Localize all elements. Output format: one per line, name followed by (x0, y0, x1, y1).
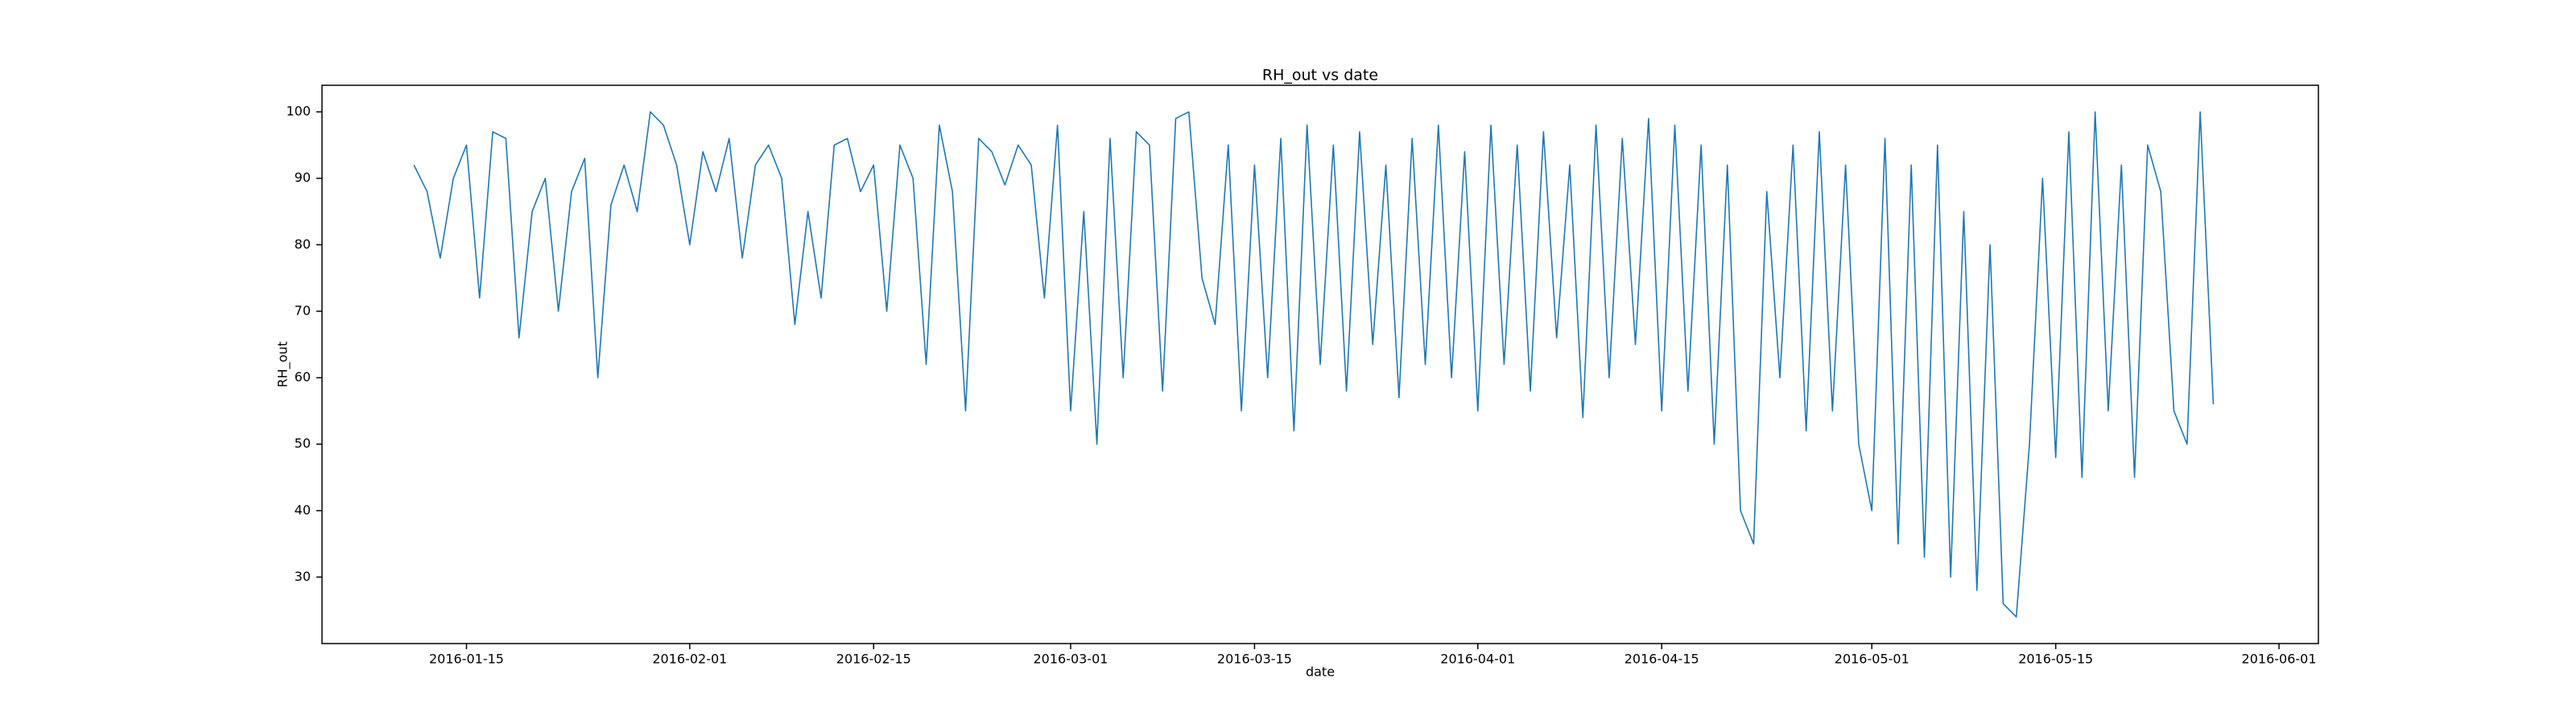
x-tick-label: 2016-04-15 (1624, 652, 1699, 667)
x-tick-label: 2016-06-01 (2242, 652, 2317, 667)
y-tick-label: 40 (295, 502, 311, 517)
x-axis-label: date (1306, 664, 1335, 680)
y-tick-label: 60 (295, 369, 311, 385)
x-tick-label: 2016-04-01 (1440, 652, 1515, 667)
y-tick-label: 70 (295, 302, 311, 318)
x-tick-label: 2016-03-15 (1217, 652, 1292, 667)
x-tick-label: 2016-03-01 (1034, 652, 1108, 667)
x-tick-label: 2016-01-15 (429, 652, 504, 667)
y-axis-label: RH_out (275, 341, 291, 387)
y-tick-label: 50 (295, 436, 311, 451)
y-tick-label: 90 (295, 170, 311, 185)
y-tick-label: 80 (295, 237, 311, 252)
x-tick-label: 2016-05-15 (2018, 652, 2093, 667)
data-line (413, 111, 2215, 618)
plot-frame (321, 84, 2319, 644)
x-tick-label: 2016-05-01 (1835, 652, 1909, 667)
y-tick-label: 100 (286, 104, 311, 119)
y-tick-label: 30 (295, 569, 311, 584)
x-tick-label: 2016-02-01 (652, 652, 727, 667)
x-tick-label: 2016-02-15 (836, 652, 911, 667)
chart-title: RH_out vs date (1262, 67, 1378, 84)
